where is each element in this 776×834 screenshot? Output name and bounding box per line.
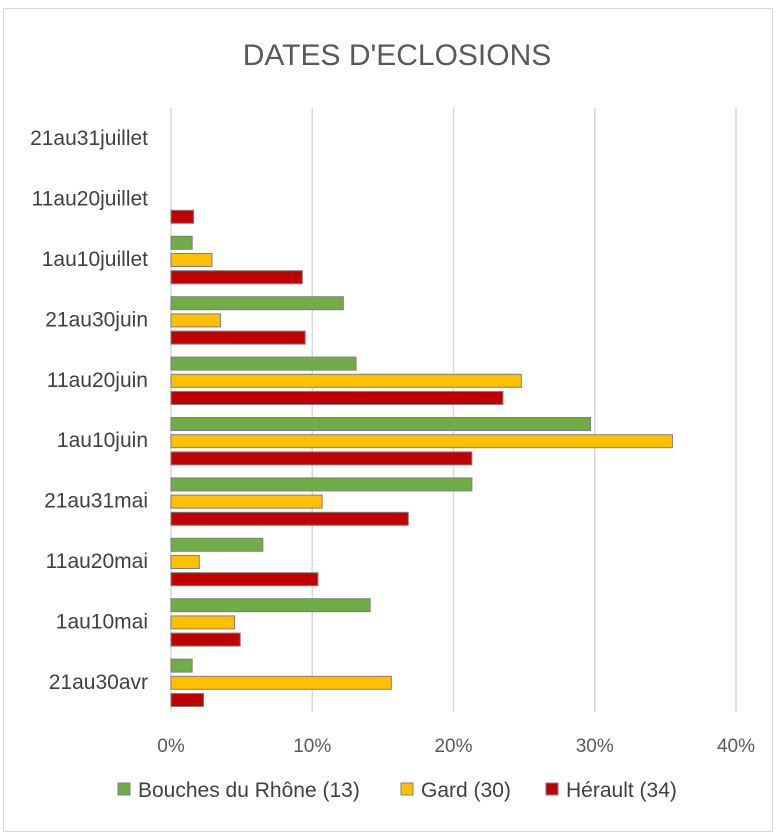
category-label: 1au10juin: [57, 429, 148, 452]
x-tick-label: 30%: [576, 736, 614, 757]
bar: [170, 373, 522, 388]
bar: [170, 572, 319, 587]
bar: [170, 511, 409, 526]
bar: [170, 209, 195, 224]
bars: [170, 209, 673, 707]
category-label: 11au20juillet: [32, 188, 149, 211]
x-tick-label: 0%: [157, 736, 185, 757]
bar: [170, 477, 473, 492]
bar: [170, 270, 303, 285]
legend-swatch: [545, 782, 559, 796]
bar: [170, 296, 344, 311]
bar: [170, 632, 241, 647]
bar: [170, 330, 306, 345]
bar: [170, 555, 200, 569]
category-label: 1au10mai: [56, 610, 148, 633]
bar: [170, 537, 264, 552]
x-tick-label: 20%: [434, 736, 472, 757]
category-label: 21au30avr: [49, 671, 148, 694]
legend-label: Gard (30): [421, 779, 511, 802]
gridlines: [170, 108, 737, 712]
category-label: 1au10juillet: [42, 248, 148, 271]
x-tick-label: 10%: [293, 736, 331, 757]
legend-label: Hérault (34): [566, 779, 677, 802]
bar: [170, 417, 592, 431]
category-labels: 21au31juillet 11au20juillet 1au10juillet 21…: [30, 127, 148, 694]
bar: [170, 598, 371, 613]
category-label: 11au20juin: [47, 369, 148, 392]
bar: [170, 658, 193, 673]
category-label: 21au31juillet: [30, 127, 148, 150]
bar: [170, 434, 673, 449]
bar: [170, 693, 204, 707]
bar: [170, 356, 357, 371]
category-label: 11au20mai: [46, 550, 148, 573]
bar: [170, 615, 236, 630]
bar: [170, 494, 323, 509]
bar: [170, 675, 392, 690]
category-label: 21au31mai: [44, 490, 148, 513]
chart-title: DATES D'ECLOSIONS: [243, 39, 552, 72]
bar: [170, 313, 221, 328]
bar: [170, 391, 504, 405]
legend-swatch: [117, 782, 131, 796]
bar: [170, 253, 213, 267]
bar: [170, 235, 193, 250]
bar: [170, 451, 473, 466]
category-label: 21au30juin: [45, 308, 148, 331]
legend-label: Bouches du Rhône (13): [138, 779, 360, 802]
x-tick-labels: 0% 10% 20% 30% 40%: [157, 736, 755, 757]
legend-swatch: [400, 782, 414, 796]
x-tick-label: 40%: [717, 736, 755, 757]
legend: Bouches du Rhône (13) Gard (30) Hérault (3…: [117, 779, 677, 802]
